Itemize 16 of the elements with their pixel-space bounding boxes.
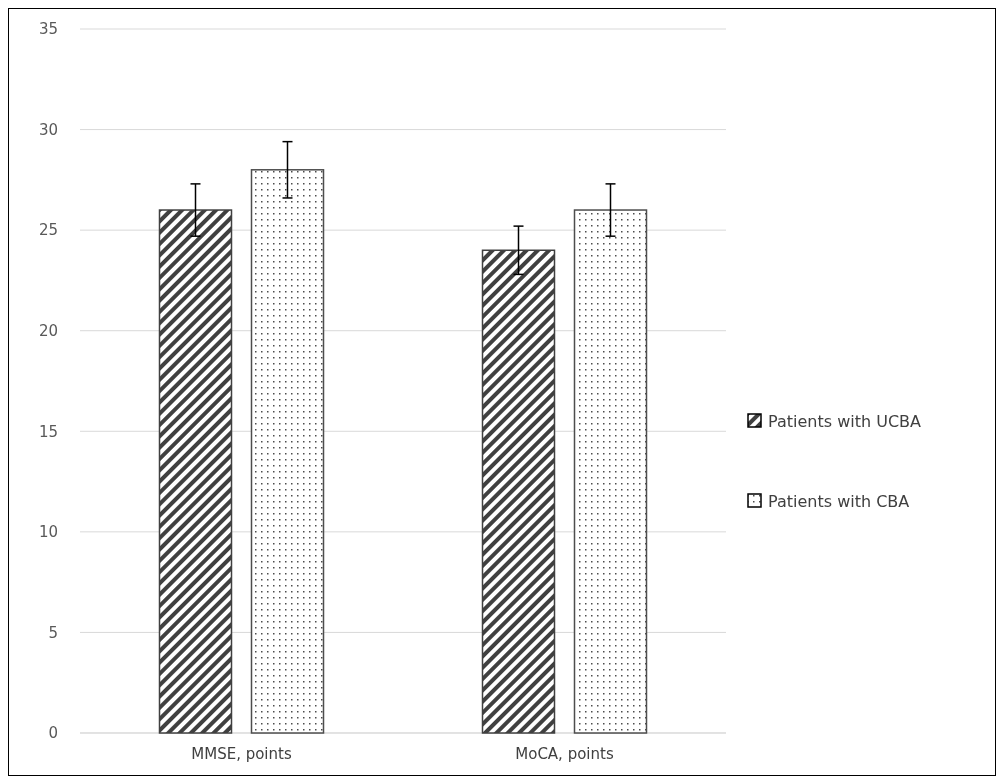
legend-label: Patients with CBA [768,491,910,511]
y-tick-label: 15 [38,422,58,441]
y-tick-label: 25 [38,221,58,240]
bar [573,209,648,734]
y-tick-label: 20 [38,321,58,340]
bar [250,169,325,734]
bar [158,209,233,734]
bar [481,249,556,734]
x-tick-label: MoCA, points [515,745,614,763]
legend-label: Patients with UCBA [768,411,922,431]
x-tick-label: MMSE, points [191,745,292,763]
y-tick-label: 35 [38,20,58,39]
y-tick-label: 10 [38,523,58,542]
y-tick-label: 0 [48,724,58,743]
y-tick-label: 30 [38,120,58,139]
y-tick-label: 5 [48,623,58,642]
